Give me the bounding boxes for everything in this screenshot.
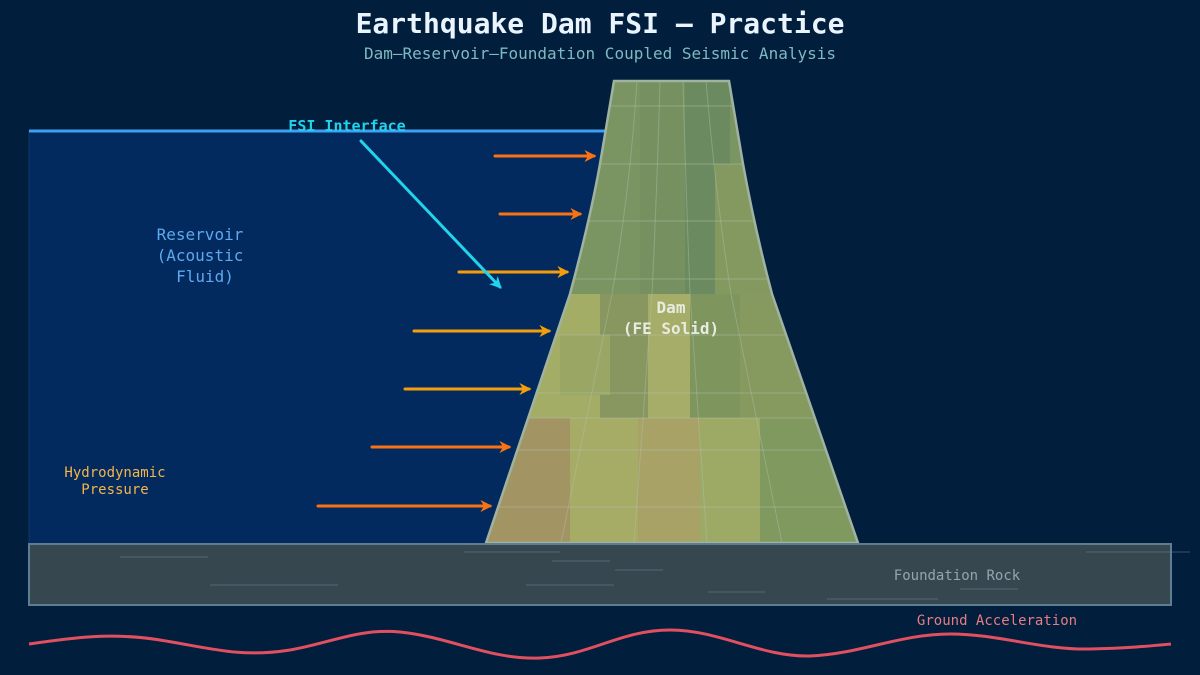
reservoir-label: Reservoir (Acoustic Fluid) [157, 225, 244, 286]
hydro-label-line2: Pressure [81, 482, 148, 498]
reservoir-label-line3: Fluid) [176, 267, 234, 286]
fsi-interface-label: FSI Interface [288, 117, 405, 135]
page-subtitle: Dam–Reservoir–Foundation Coupled Seismic… [364, 44, 836, 63]
hydrodynamic-pressure-arrows [316, 150, 597, 512]
dam-label-line1: Dam [657, 298, 686, 317]
reservoir-label-line2: (Acoustic [157, 246, 244, 265]
dam-label-line2: (FE Solid) [623, 319, 719, 338]
reservoir-label-line1: Reservoir [157, 225, 244, 244]
page-title: Earthquake Dam FSI — Practice [356, 7, 845, 40]
ground-acceleration-wave [28, 628, 1172, 660]
hydro-label-line1: Hydrodynamic [64, 465, 165, 481]
fsi-interface-arrow-icon [359, 139, 502, 289]
dam-label: Dam (FE Solid) [623, 298, 719, 338]
foundation-label: Foundation Rock [894, 568, 1021, 584]
hydrodynamic-pressure-label: Hydrodynamic Pressure [64, 465, 165, 498]
ground-acceleration-label: Ground Acceleration [917, 613, 1077, 629]
foundation-rock: Foundation Rock [28, 543, 1190, 606]
